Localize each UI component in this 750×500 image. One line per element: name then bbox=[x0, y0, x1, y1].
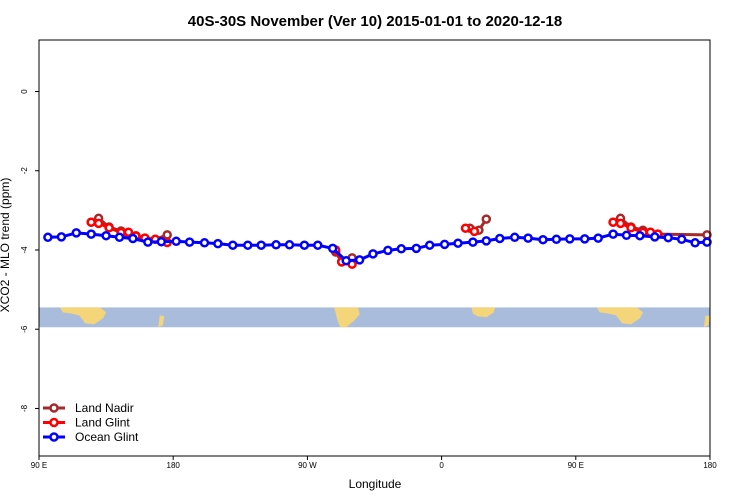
data-point bbox=[184, 237, 195, 247]
legend-item: Ocean Glint bbox=[43, 430, 139, 444]
x-tick-label: 90 E bbox=[568, 461, 584, 470]
x-axis: 90 E 180 90 W 0 90 E 180 bbox=[31, 456, 717, 470]
legend-marker bbox=[49, 417, 59, 428]
map-land-layer bbox=[59, 307, 710, 328]
data-point bbox=[104, 223, 114, 233]
data-point bbox=[676, 234, 687, 245]
x-tick-label: 0 bbox=[439, 461, 444, 470]
australia-land bbox=[59, 307, 107, 325]
y-tick-label: 0 bbox=[20, 89, 29, 94]
legend-label: Land Nadir bbox=[75, 401, 134, 415]
data-point bbox=[650, 232, 660, 242]
data-point bbox=[354, 255, 365, 265]
x-tick-label: 180 bbox=[167, 461, 181, 470]
data-point bbox=[123, 227, 134, 237]
data-point bbox=[143, 237, 153, 247]
data-point bbox=[368, 249, 378, 259]
data-point bbox=[114, 232, 125, 243]
data-point bbox=[469, 226, 480, 237]
data-point bbox=[171, 236, 181, 247]
data-point bbox=[156, 236, 167, 247]
new-zealand-land bbox=[158, 315, 165, 328]
data-point bbox=[481, 214, 492, 224]
data-point bbox=[284, 240, 295, 250]
data-point bbox=[523, 233, 533, 243]
data-point bbox=[538, 234, 548, 245]
data-point bbox=[453, 238, 463, 248]
data-point bbox=[690, 238, 700, 248]
data-point bbox=[495, 233, 505, 244]
data-point bbox=[411, 243, 422, 254]
data-point bbox=[327, 243, 338, 254]
data-point bbox=[162, 230, 172, 240]
data-point bbox=[621, 230, 632, 241]
data-point bbox=[663, 232, 673, 243]
data-point bbox=[271, 240, 281, 250]
y-axis-label: XCO2 - MLO trend (ppm) bbox=[0, 178, 12, 313]
data-point bbox=[341, 255, 351, 266]
legend-item: Land Glint bbox=[43, 416, 130, 430]
africa-land bbox=[471, 307, 496, 318]
x-axis-label: Longitude bbox=[349, 477, 402, 491]
legend-label: Land Glint bbox=[75, 416, 130, 430]
data-point bbox=[626, 223, 636, 233]
data-point bbox=[481, 236, 492, 246]
data-point bbox=[213, 238, 223, 249]
data-point bbox=[702, 237, 712, 247]
legend-label: Ocean Glint bbox=[75, 430, 139, 444]
map-strip bbox=[39, 307, 710, 328]
data-point bbox=[460, 223, 471, 233]
data-point bbox=[468, 237, 478, 247]
australia-land-repeat bbox=[596, 307, 643, 325]
data-point bbox=[424, 240, 435, 250]
y-tick-label: -8 bbox=[20, 404, 29, 412]
x-tick-label: 90 E bbox=[31, 461, 47, 470]
data-point bbox=[313, 240, 323, 250]
map-ocean bbox=[39, 307, 710, 328]
data-point bbox=[101, 230, 111, 241]
data-point bbox=[702, 230, 712, 240]
data-point bbox=[71, 228, 82, 238]
data-point bbox=[608, 217, 618, 227]
data-point bbox=[128, 233, 138, 244]
data-point bbox=[199, 238, 210, 248]
y-axis: 0 -2 -4 -6 -8 bbox=[20, 89, 39, 412]
data-point bbox=[579, 234, 590, 244]
plot-frame bbox=[38, 39, 711, 457]
y-tick-label: -2 bbox=[20, 167, 29, 175]
legend-item: Land Nadir bbox=[43, 401, 134, 415]
series-layer bbox=[43, 213, 712, 269]
legend-marker bbox=[49, 403, 59, 413]
data-point bbox=[93, 218, 104, 229]
data-point bbox=[509, 232, 520, 243]
data-point bbox=[551, 234, 562, 245]
data-point bbox=[383, 245, 393, 256]
data-point bbox=[565, 234, 575, 244]
data-point bbox=[56, 232, 67, 242]
south-america-land bbox=[334, 307, 360, 328]
data-point bbox=[593, 233, 603, 243]
series-ocean-glint bbox=[43, 228, 712, 266]
data-point bbox=[615, 218, 626, 229]
data-point bbox=[86, 217, 96, 227]
x-tick-label: 180 bbox=[703, 461, 717, 470]
data-point bbox=[608, 229, 618, 239]
data-point bbox=[228, 240, 238, 250]
x-tick-label: 90 W bbox=[298, 461, 317, 470]
data-point bbox=[299, 240, 310, 250]
new-zealand-land-repeat bbox=[704, 315, 710, 328]
y-tick-label: -6 bbox=[20, 325, 29, 333]
data-point bbox=[256, 240, 266, 250]
y-tick-label: -4 bbox=[20, 246, 29, 254]
data-point bbox=[43, 232, 53, 243]
data-point bbox=[439, 239, 450, 250]
legend-marker bbox=[49, 432, 59, 442]
data-point bbox=[635, 230, 645, 241]
data-point bbox=[243, 240, 253, 250]
data-point bbox=[396, 244, 407, 254]
chart-title: 40S-30S November (Ver 10) 2015-01-01 to … bbox=[188, 13, 562, 30]
data-point bbox=[86, 229, 96, 239]
